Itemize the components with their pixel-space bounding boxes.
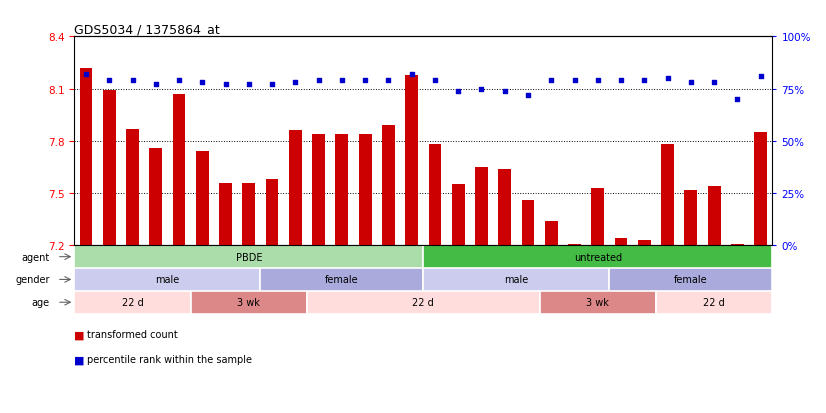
- Bar: [475, 167, 488, 246]
- Point: [358, 78, 372, 84]
- Point: [265, 82, 278, 88]
- Text: GDS5034 / 1375864_at: GDS5034 / 1375864_at: [74, 23, 220, 36]
- Point: [150, 82, 163, 88]
- Bar: [498, 169, 511, 246]
- Bar: [307, 291, 539, 314]
- Bar: [685, 190, 697, 246]
- Bar: [382, 126, 395, 246]
- Text: ■: ■: [74, 354, 85, 364]
- Text: male: male: [504, 275, 529, 285]
- Point: [638, 78, 651, 84]
- Text: gender: gender: [16, 275, 50, 285]
- Point: [289, 80, 302, 86]
- Point: [429, 78, 442, 84]
- Bar: [191, 291, 307, 314]
- Point: [568, 78, 582, 84]
- Point: [196, 80, 209, 86]
- Text: 22 d: 22 d: [412, 297, 434, 308]
- Bar: [74, 291, 191, 314]
- Bar: [591, 188, 604, 246]
- Point: [731, 96, 744, 103]
- Bar: [615, 239, 628, 246]
- Point: [754, 74, 767, 80]
- Bar: [289, 131, 301, 246]
- Text: PBDE: PBDE: [235, 252, 262, 262]
- Bar: [126, 129, 139, 246]
- Point: [219, 82, 232, 88]
- Bar: [568, 244, 581, 246]
- Text: male: male: [155, 275, 179, 285]
- Text: age: age: [31, 297, 50, 308]
- Text: agent: agent: [21, 252, 50, 262]
- Bar: [754, 133, 767, 246]
- Bar: [656, 291, 772, 314]
- Point: [498, 88, 511, 95]
- Text: 22 d: 22 d: [121, 297, 144, 308]
- Text: 22 d: 22 d: [703, 297, 725, 308]
- Bar: [79, 69, 93, 246]
- Text: percentile rank within the sample: percentile rank within the sample: [87, 354, 252, 364]
- Bar: [731, 244, 743, 246]
- Point: [591, 78, 605, 84]
- Point: [126, 78, 139, 84]
- Text: transformed count: transformed count: [87, 330, 178, 339]
- Point: [708, 80, 721, 86]
- Bar: [103, 91, 116, 246]
- Text: female: female: [325, 275, 358, 285]
- Bar: [260, 268, 423, 291]
- Bar: [358, 135, 372, 246]
- Point: [615, 78, 628, 84]
- Bar: [638, 240, 651, 246]
- Bar: [708, 187, 720, 246]
- Bar: [335, 135, 349, 246]
- Point: [684, 80, 697, 86]
- Bar: [522, 200, 534, 246]
- Bar: [545, 221, 558, 246]
- Point: [452, 88, 465, 95]
- Text: female: female: [674, 275, 708, 285]
- Point: [382, 78, 395, 84]
- Bar: [173, 95, 185, 246]
- Point: [173, 78, 186, 84]
- Point: [475, 86, 488, 93]
- Bar: [74, 246, 424, 268]
- Bar: [219, 183, 232, 246]
- Bar: [196, 152, 209, 246]
- Bar: [243, 183, 255, 246]
- Point: [79, 71, 93, 78]
- Bar: [452, 185, 464, 246]
- Bar: [74, 268, 260, 291]
- Bar: [150, 148, 162, 246]
- Bar: [406, 76, 418, 246]
- Text: 3 wk: 3 wk: [586, 297, 610, 308]
- Text: 3 wk: 3 wk: [237, 297, 260, 308]
- Bar: [312, 135, 325, 246]
- Bar: [266, 180, 278, 246]
- Point: [661, 76, 674, 82]
- Point: [405, 71, 418, 78]
- Text: ■: ■: [74, 330, 85, 339]
- Bar: [610, 268, 772, 291]
- Text: untreated: untreated: [574, 252, 622, 262]
- Point: [312, 78, 325, 84]
- Bar: [662, 145, 674, 246]
- Point: [102, 78, 116, 84]
- Point: [335, 78, 349, 84]
- Bar: [424, 268, 610, 291]
- Bar: [424, 246, 772, 268]
- Point: [242, 82, 255, 88]
- Point: [521, 92, 534, 99]
- Bar: [429, 145, 441, 246]
- Bar: [539, 291, 656, 314]
- Point: [544, 78, 558, 84]
